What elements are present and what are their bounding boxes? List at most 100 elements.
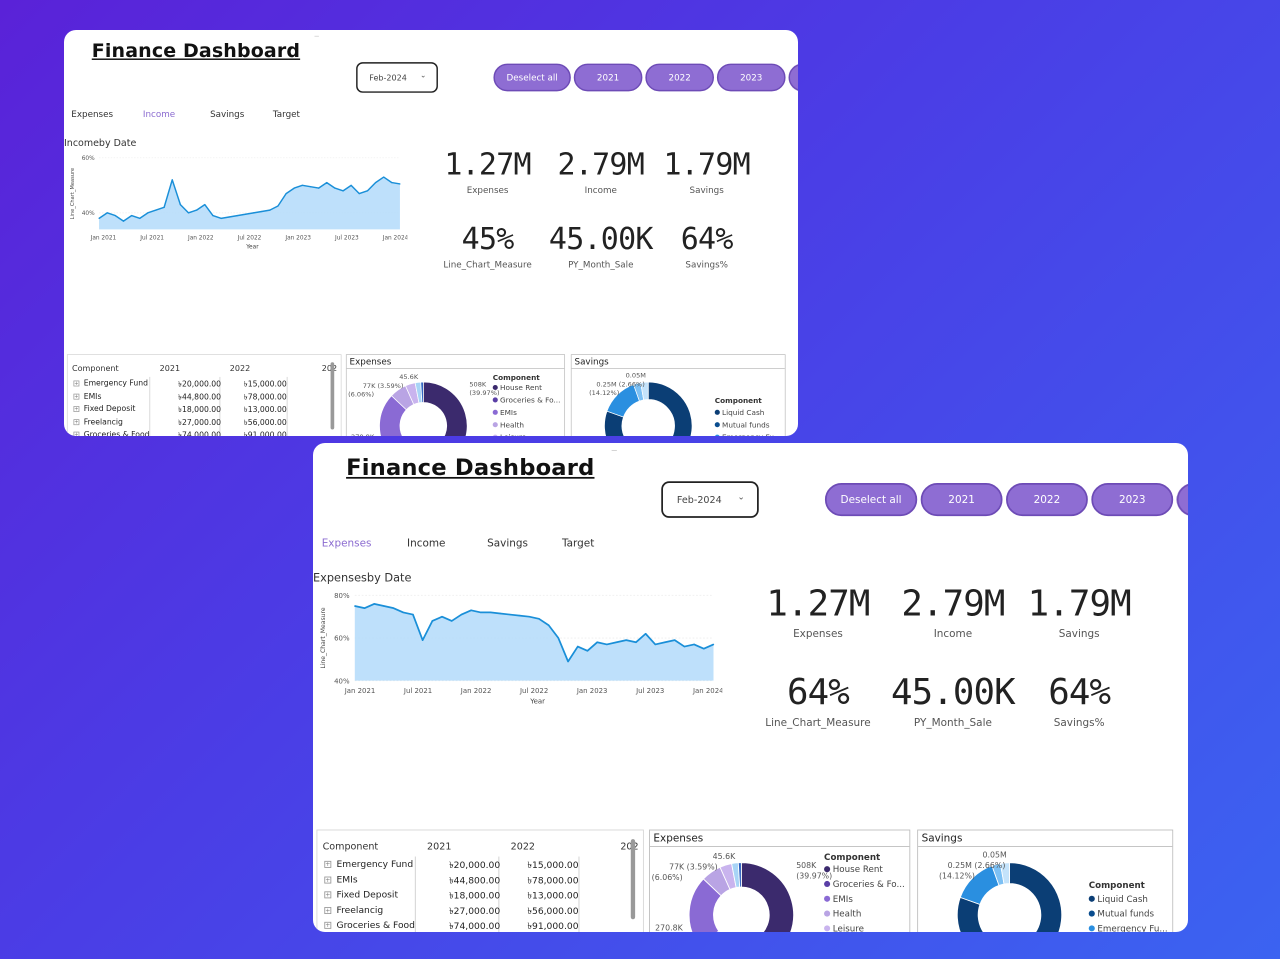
savings-legend-title: Component bbox=[714, 397, 762, 406]
donut-label: 270.8K bbox=[655, 924, 683, 932]
table-row[interactable]: + EMIs ৳44,800.00 ৳78,000.00 bbox=[317, 874, 630, 889]
legend-item[interactable]: EMIs bbox=[824, 895, 853, 904]
data-point bbox=[421, 639, 424, 641]
legend-item[interactable]: Groceries & Fo... bbox=[824, 880, 905, 890]
data-point bbox=[374, 181, 377, 184]
data-point bbox=[615, 641, 618, 643]
expenses-donut-panel: Expenses 45.6K 77K (3.59%) (6.06%) 508K … bbox=[345, 354, 566, 436]
legend-dot-icon bbox=[492, 434, 498, 436]
year-2022-button[interactable]: 2022 bbox=[645, 63, 714, 92]
data-point bbox=[114, 215, 116, 217]
donut-slice bbox=[420, 381, 424, 403]
deselect-all-button[interactable]: Deselect all bbox=[824, 483, 918, 517]
table-row[interactable]: + Emergency Fund ৳20,000.00 ৳15,000.00 bbox=[68, 378, 331, 391]
year-2022-button[interactable]: 2022 bbox=[1006, 483, 1088, 517]
line-chart-title: Expensesby Date bbox=[313, 571, 412, 585]
expand-icon[interactable]: + bbox=[73, 418, 80, 425]
year-2023-button[interactable]: 2023 bbox=[716, 63, 786, 92]
legend-item[interactable]: Liquid Cash bbox=[1088, 895, 1148, 904]
table-divider bbox=[149, 376, 151, 436]
table-row[interactable]: + Emergency Fund ৳20,000.00 ৳15,000.00 bbox=[317, 858, 630, 873]
x-tick-label: Jul 2022 bbox=[237, 236, 262, 242]
year-2024-button[interactable]: 2024 bbox=[1176, 483, 1188, 517]
table-row[interactable]: + Freelancig ৳27,000.00 ৳56,000.00 bbox=[68, 417, 331, 430]
chevron-down-icon: ⌄ bbox=[737, 492, 745, 503]
data-point bbox=[431, 620, 434, 622]
expand-icon[interactable]: + bbox=[324, 906, 332, 914]
legend-label: Liquid Cash bbox=[722, 409, 765, 418]
data-point bbox=[644, 633, 647, 635]
tab-expenses[interactable]: Expenses bbox=[71, 108, 114, 120]
expand-icon[interactable]: + bbox=[324, 891, 332, 899]
data-point bbox=[358, 193, 360, 195]
donut-slice bbox=[640, 381, 649, 401]
data-point bbox=[155, 209, 157, 211]
table-row[interactable]: + Fixed Deposit ৳18,000.00 ৳13,000.00 bbox=[317, 889, 630, 904]
table-row[interactable]: + Groceries & Food ৳74,000.00 ৳91,000.00 bbox=[68, 429, 331, 436]
table-row[interactable]: + Fixed Deposit ৳18,000.00 ৳13,000.00 bbox=[68, 404, 331, 417]
row-value-2022: ৳15,000.00 bbox=[243, 379, 287, 389]
legend-item[interactable]: House Rent bbox=[492, 384, 542, 392]
expand-icon[interactable]: + bbox=[73, 406, 80, 412]
legend-dot-icon bbox=[824, 925, 831, 932]
legend-label: Mutual funds bbox=[1097, 909, 1155, 920]
legend-item[interactable]: Leisure bbox=[492, 434, 526, 436]
table-row[interactable]: + Freelancig ৳27,000.00 ৳56,000.00 bbox=[317, 904, 630, 919]
expand-icon[interactable]: + bbox=[324, 876, 332, 884]
row-value-2022: ৳13,000.00 bbox=[527, 890, 579, 901]
data-point bbox=[528, 615, 530, 618]
legend-item[interactable]: Emergency Fu... bbox=[1088, 924, 1168, 932]
legend-item[interactable]: Liquid Cash bbox=[714, 409, 765, 418]
table-scrollbar-vertical[interactable] bbox=[630, 839, 636, 920]
data-point bbox=[163, 206, 165, 208]
data-point bbox=[383, 605, 385, 607]
expand-icon[interactable]: + bbox=[324, 860, 332, 868]
legend-item[interactable]: Leisure bbox=[824, 924, 864, 932]
table-header-component: Component bbox=[72, 363, 119, 374]
year-2023-button[interactable]: 2023 bbox=[1091, 483, 1174, 517]
component-table: Component 2021 2022 202 + Emergency Fund ৳… bbox=[66, 354, 342, 436]
data-point bbox=[309, 186, 312, 188]
table-row[interactable]: + EMIs ৳44,800.00 ৳78,000.00 bbox=[68, 391, 331, 404]
expand-icon[interactable]: + bbox=[73, 431, 80, 436]
tab-target[interactable]: Target bbox=[561, 537, 595, 550]
deselect-all-button[interactable]: Deselect all bbox=[493, 63, 571, 92]
date-filter-value: Feb-2024 bbox=[369, 72, 407, 83]
legend-item[interactable]: EMIs bbox=[492, 409, 517, 417]
table-row[interactable]: + Groceries & Food ৳74,000.00 ৳91,000.00 bbox=[317, 919, 630, 932]
legend-dot-icon bbox=[1088, 910, 1095, 917]
legend-label: Leisure bbox=[500, 434, 526, 436]
legend-item[interactable]: House Rent bbox=[824, 865, 883, 875]
donut-label: 0.05M bbox=[982, 851, 1007, 861]
legend-item[interactable]: Health bbox=[492, 421, 524, 429]
tab-savings[interactable]: Savings bbox=[487, 537, 528, 550]
legend-dot-icon bbox=[492, 384, 498, 391]
date-filter-dropdown[interactable]: Feb-2024 ⌄ bbox=[356, 62, 438, 93]
x-axis-label: Year bbox=[529, 697, 545, 705]
expand-icon[interactable]: + bbox=[73, 393, 80, 400]
legend-item[interactable]: Mutual funds bbox=[714, 421, 770, 430]
table-scrollbar-vertical[interactable] bbox=[330, 362, 335, 430]
tab-income[interactable]: Income bbox=[142, 108, 176, 120]
legend-item[interactable]: Mutual funds bbox=[1088, 909, 1155, 920]
tab-income[interactable]: Income bbox=[407, 537, 446, 550]
table-header-2021: 2021 bbox=[159, 363, 181, 374]
donut-slice bbox=[737, 862, 742, 888]
tab-expenses[interactable]: Expenses bbox=[321, 537, 372, 550]
legend-item[interactable]: Health bbox=[824, 910, 861, 919]
year-2021-button[interactable]: 2021 bbox=[573, 63, 643, 92]
legend-label: Mutual funds bbox=[722, 421, 770, 430]
data-point bbox=[664, 641, 666, 643]
year-2021-button[interactable]: 2021 bbox=[920, 483, 1003, 517]
date-filter-dropdown[interactable]: Feb-2024 ⌄ bbox=[661, 481, 759, 518]
legend-item[interactable]: Groceries & Fo... bbox=[492, 397, 560, 405]
data-point bbox=[350, 184, 352, 186]
row-value-2022: ৳13,000.00 bbox=[243, 405, 287, 415]
tab-target[interactable]: Target bbox=[272, 108, 300, 120]
legend-item[interactable]: Emergency Fu... bbox=[714, 434, 781, 436]
expand-icon[interactable]: + bbox=[73, 380, 80, 387]
year-2024-button[interactable]: 2024 bbox=[788, 63, 798, 92]
row-component: Emergency Fund bbox=[83, 379, 148, 388]
expand-icon[interactable]: + bbox=[324, 921, 332, 929]
tab-savings[interactable]: Savings bbox=[210, 108, 245, 120]
